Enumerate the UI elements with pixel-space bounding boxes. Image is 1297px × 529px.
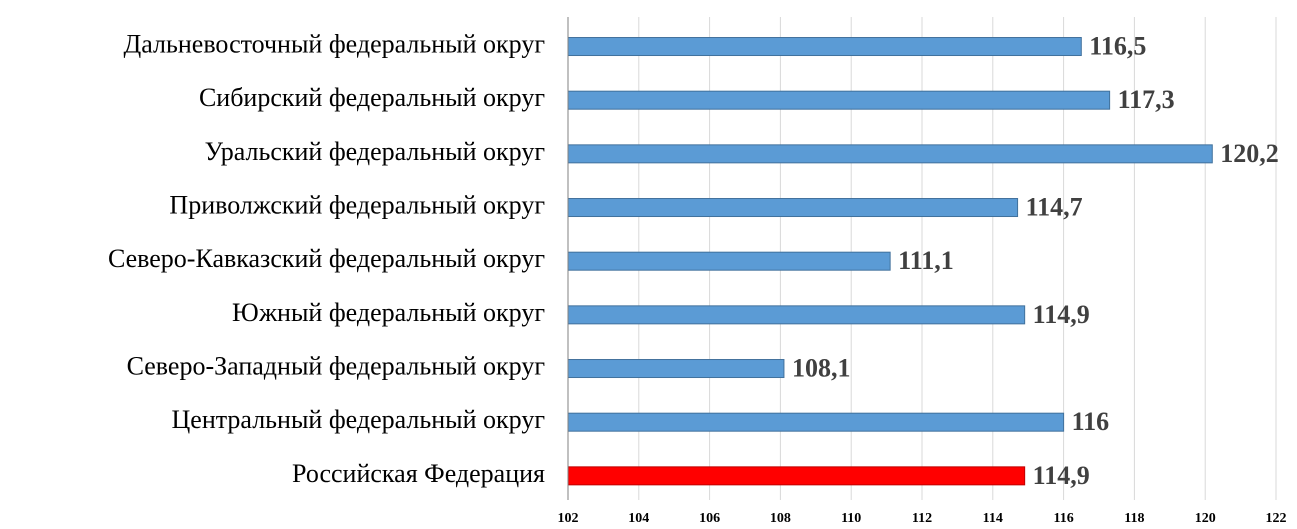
value-label: 116 xyxy=(1072,407,1110,436)
y-tick-label: Российская Федерация xyxy=(292,459,545,488)
value-label: 111,1 xyxy=(898,246,954,275)
x-tick-label: 106 xyxy=(699,511,720,526)
value-label: 114,9 xyxy=(1033,461,1090,490)
value-label: 120,2 xyxy=(1220,139,1279,168)
x-tick-label: 114 xyxy=(983,511,1003,526)
x-tick-label: 120 xyxy=(1195,511,1216,526)
x-tick-label: 118 xyxy=(1124,511,1144,526)
x-tick-label: 104 xyxy=(628,511,649,526)
bar xyxy=(567,359,785,379)
y-tick-label: Сибирский федеральный округ xyxy=(199,83,545,112)
y-tick-label: Приволжский федеральный округ xyxy=(169,190,545,219)
bar xyxy=(567,412,1065,432)
x-tick-label: 122 xyxy=(1266,511,1287,526)
y-tick-label: Дальневосточный федеральный округ xyxy=(124,29,545,58)
value-label: 117,3 xyxy=(1118,85,1175,114)
bar xyxy=(567,251,891,271)
y-tick-label: Уральский федеральный округ xyxy=(205,137,545,166)
value-label: 114,9 xyxy=(1033,300,1090,329)
x-tick-label: 112 xyxy=(912,511,932,526)
y-tick-label: Южный федеральный округ xyxy=(232,298,545,327)
x-tick-label: 108 xyxy=(770,511,791,526)
value-label: 114,7 xyxy=(1026,192,1083,221)
y-tick-label: Северо-Кавказский федеральный округ xyxy=(108,244,545,273)
y-tick-label: Северо-Западный федеральный округ xyxy=(127,351,545,380)
x-tick-label: 110 xyxy=(841,511,861,526)
bar xyxy=(567,90,1111,110)
y-tick-label: Центральный федеральный округ xyxy=(172,405,545,434)
x-tick-label: 102 xyxy=(558,511,579,526)
bar xyxy=(567,466,1026,486)
bar xyxy=(567,198,1019,218)
value-label: 116,5 xyxy=(1089,31,1146,60)
bar xyxy=(567,305,1026,325)
bar xyxy=(567,144,1213,164)
value-label: 108,1 xyxy=(792,353,851,382)
x-tick-label: 116 xyxy=(1053,511,1073,526)
bar xyxy=(567,37,1082,57)
